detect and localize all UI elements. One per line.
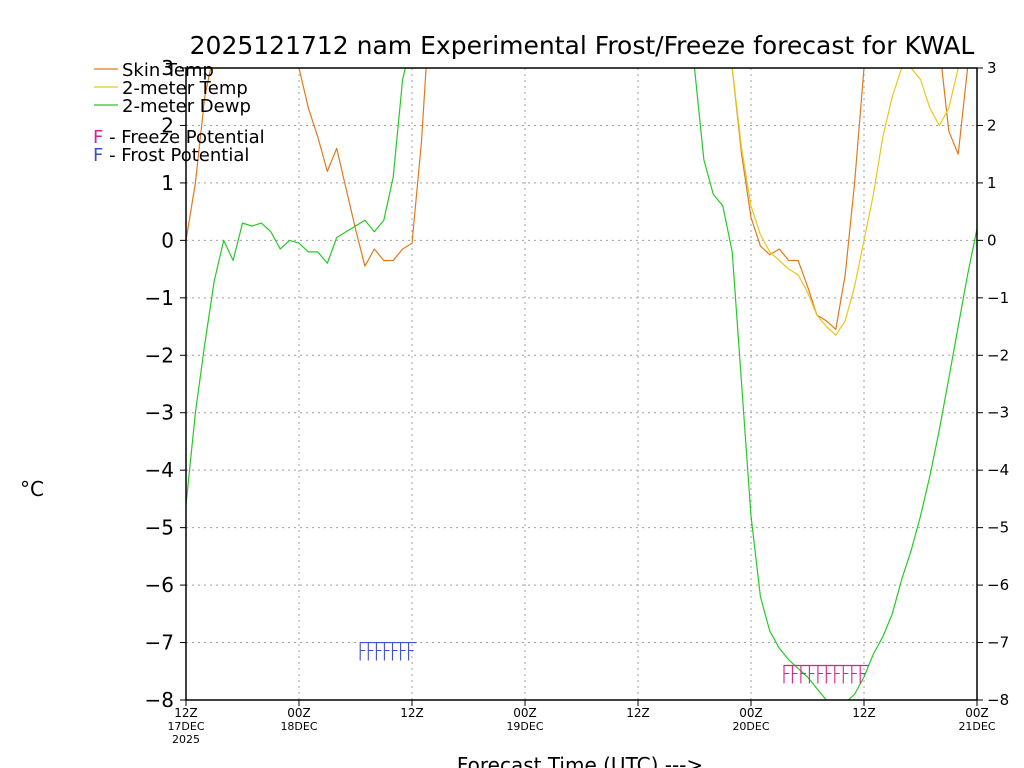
freeze-flag-marker	[783, 664, 791, 684]
freeze-flag-marker	[842, 664, 851, 684]
x-tick-date: 18DEC	[280, 720, 317, 733]
frost-flag-marker	[400, 641, 408, 661]
y-tick-label-left: 1	[161, 171, 174, 195]
y-tick-label-left: 0	[161, 228, 174, 252]
freeze-flag-marker	[800, 664, 808, 684]
legend-freeze-letter: F	[93, 127, 103, 148]
y-tick-label-right: −5	[987, 519, 1009, 537]
freeze-flag-marker	[791, 664, 800, 684]
y-tick-label-right: −8	[987, 691, 1009, 709]
x-tick-year: 2025	[172, 733, 200, 746]
x-tick-date: 20DEC	[732, 720, 769, 733]
y-tick-label-right: 0	[987, 231, 997, 249]
frost-flag-marker	[375, 641, 384, 661]
y-tick-label-left: −1	[145, 286, 174, 310]
x-tick-label: 00Z	[513, 706, 537, 720]
freeze-flag-marker	[859, 664, 868, 684]
legend-frost: F - Frost Potential	[93, 145, 249, 166]
y-tick-label-right: −4	[987, 461, 1009, 479]
legend-label-2m-dewp: 2-meter Dewp	[122, 96, 251, 117]
y-tick-label-left: −8	[145, 688, 174, 712]
frost-flag-marker	[367, 641, 376, 661]
freeze-flag-marker	[851, 664, 859, 684]
series-lines	[186, 68, 977, 700]
grid	[186, 68, 977, 700]
frost-flag-marker	[383, 641, 392, 661]
x-tick-label: 12Z	[174, 706, 198, 720]
y-axis-label: °C	[20, 477, 44, 501]
legend-label-skin: Skin Temp	[122, 60, 214, 81]
y-tick-label-right: −2	[987, 346, 1009, 364]
freeze-flag-marker	[834, 664, 842, 684]
x-tick-label: 12Z	[852, 706, 876, 720]
y-tick-label-right: −7	[987, 634, 1009, 652]
y-tick-label-left: −2	[145, 343, 174, 367]
y-tick-label-right: 1	[987, 174, 997, 192]
frost-flag-marker	[391, 641, 400, 661]
y-tick-label-left: −6	[145, 573, 174, 597]
legend-frost-text: - Frost Potential	[103, 145, 249, 166]
legend-label-2m-temp: 2-meter Temp	[122, 78, 248, 99]
chart-title: 2025121712 nam Experimental Frost/Freeze…	[190, 31, 975, 60]
legend-frost-letter: F	[93, 145, 103, 166]
y-axis-ticks: −8 −8 −7 −7 −6 −6 −5 −5 −4 −4 −3 −3 −2 −2 −1 −1 0 0 1 1 2 2 3 3	[145, 56, 1010, 712]
x-tick-label: 00Z	[739, 706, 763, 720]
series-line-t2m	[731, 68, 959, 336]
x-tick-label: 00Z	[965, 706, 989, 720]
y-tick-label-right: −3	[987, 404, 1009, 422]
freeze-flag-marker	[817, 664, 825, 684]
y-tick-label-right: 2	[987, 116, 997, 134]
y-tick-label-left: −3	[145, 401, 174, 425]
x-tick-date: 19DEC	[506, 720, 543, 733]
legend-freeze-text: - Freeze Potential	[103, 127, 264, 148]
x-tick-label: 12Z	[400, 706, 424, 720]
freeze-flag-marker	[825, 664, 834, 684]
y-tick-label-right: −6	[987, 576, 1009, 594]
x-tick-label: 00Z	[287, 706, 311, 720]
frost-flag-marker	[408, 641, 416, 661]
y-tick-label-right: −1	[987, 289, 1009, 307]
x-tick-label: 12Z	[626, 706, 650, 720]
y-tick-label-left: −5	[145, 516, 174, 540]
series-line-skin	[186, 68, 969, 330]
legend: Skin Temp 2-meter Temp 2-meter Dewp F - …	[93, 60, 265, 166]
x-tick-date: 17DEC	[167, 720, 204, 733]
legend-freeze: F - Freeze Potential	[93, 127, 265, 148]
plot-frame	[185, 67, 978, 701]
frost-flag-marker	[359, 641, 368, 661]
x-axis-label: Forecast Time (UTC) --->	[457, 753, 703, 768]
y-tick-label-right: 3	[987, 59, 997, 77]
y-tick-label-left: −7	[145, 631, 174, 655]
y-tick-label-left: 2	[161, 113, 174, 137]
y-tick-label-left: 3	[161, 56, 174, 80]
freeze-flag-marker	[808, 664, 817, 684]
x-tick-date: 21DEC	[958, 720, 995, 733]
potential-flags	[359, 641, 869, 684]
series-line-dewp	[186, 68, 977, 700]
y-tick-label-left: −4	[145, 458, 174, 482]
